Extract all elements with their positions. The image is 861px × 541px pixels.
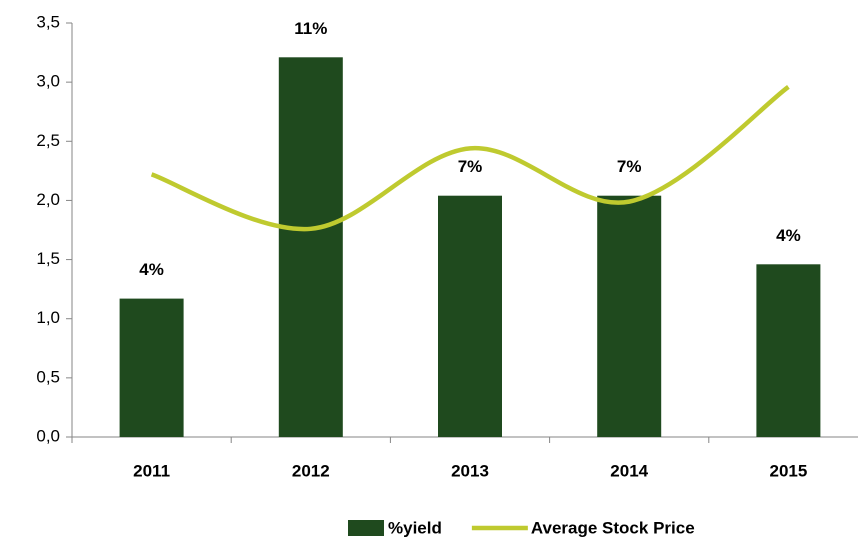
legend-label: Average Stock Price: [531, 518, 695, 537]
legend-label: %yield: [388, 518, 442, 537]
data-label: 11%: [294, 19, 327, 38]
y-tick-label: 0,5: [36, 367, 60, 386]
x-tick-label: 2015: [769, 461, 807, 480]
bar: [597, 195, 662, 437]
y-tick-label: 2,0: [36, 190, 60, 209]
y-tick-label: 2,5: [36, 131, 60, 150]
y-tick-label: 3,5: [36, 12, 60, 31]
y-tick-label: 1,5: [36, 249, 60, 268]
x-tick-label: 2011: [133, 461, 170, 480]
bar: [278, 57, 343, 437]
x-tick-label: 2013: [451, 461, 489, 480]
data-label: 7%: [458, 157, 483, 176]
bar: [756, 264, 821, 437]
line: [150, 85, 790, 232]
legend-swatch: [348, 520, 384, 536]
data-label: 4%: [139, 260, 164, 279]
data-label: 4%: [776, 226, 801, 245]
data-label: 7%: [617, 157, 642, 176]
x-tick-label: 2012: [292, 461, 330, 480]
y-tick-label: 0,0: [36, 426, 60, 445]
bar: [119, 298, 184, 437]
y-tick-label: 3,0: [36, 72, 60, 91]
y-tick-label: 1,0: [36, 308, 60, 327]
bar: [438, 195, 502, 437]
x-tick-label: 2014: [610, 461, 648, 480]
